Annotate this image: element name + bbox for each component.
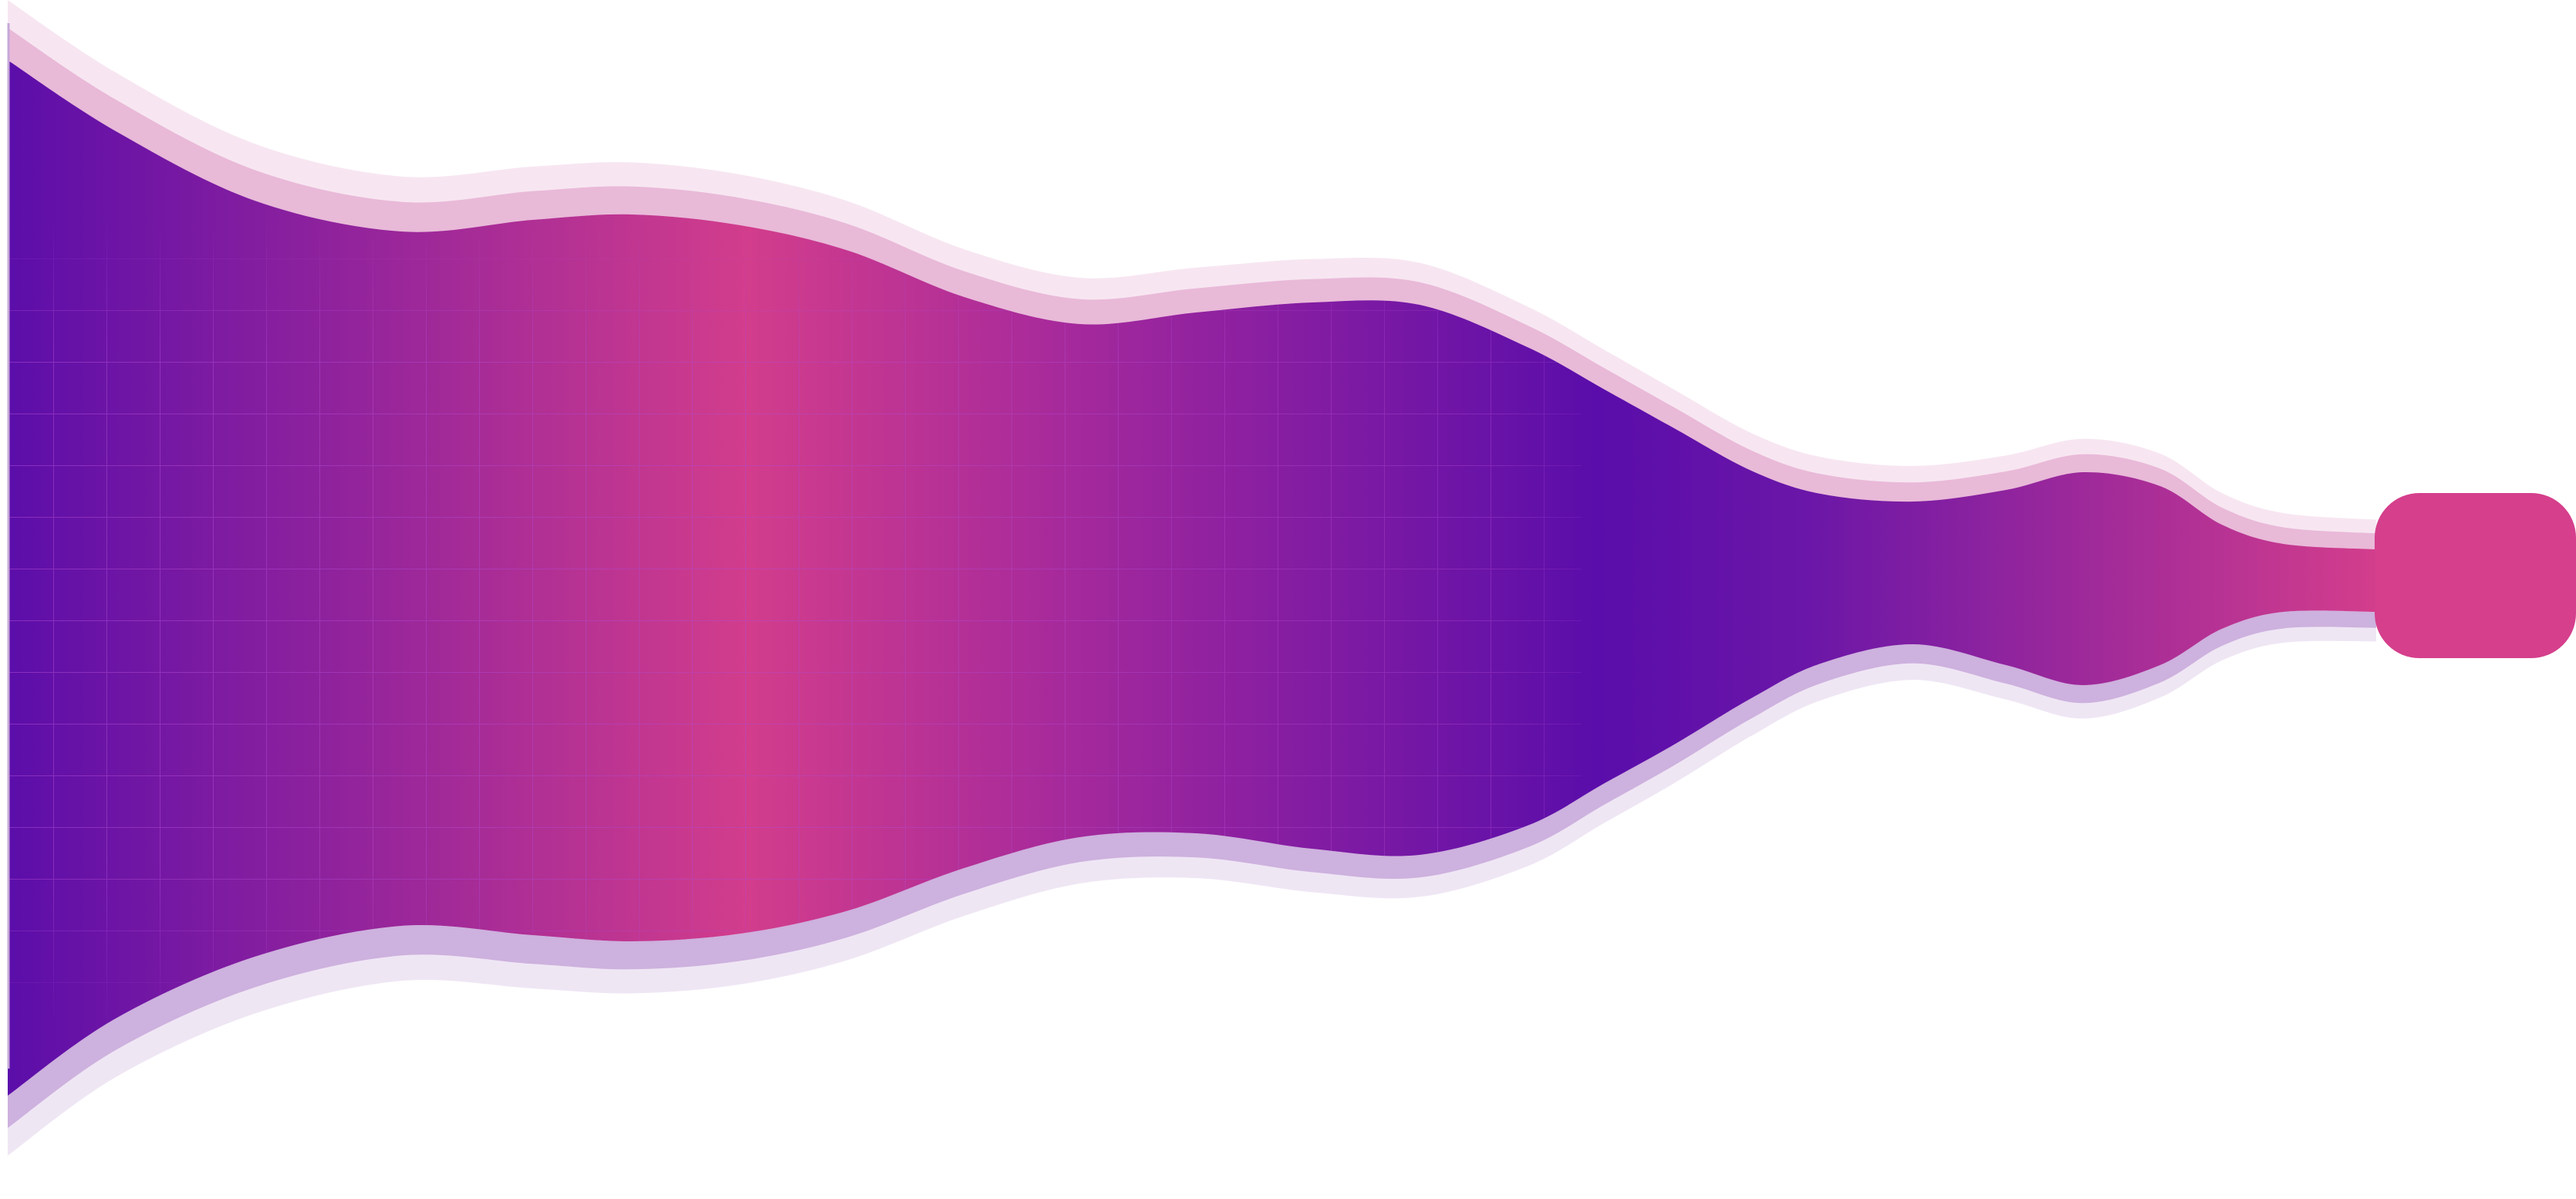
rounded-square-icon [2375,493,2576,658]
ribbon-halo-outer-top [8,0,2376,550]
